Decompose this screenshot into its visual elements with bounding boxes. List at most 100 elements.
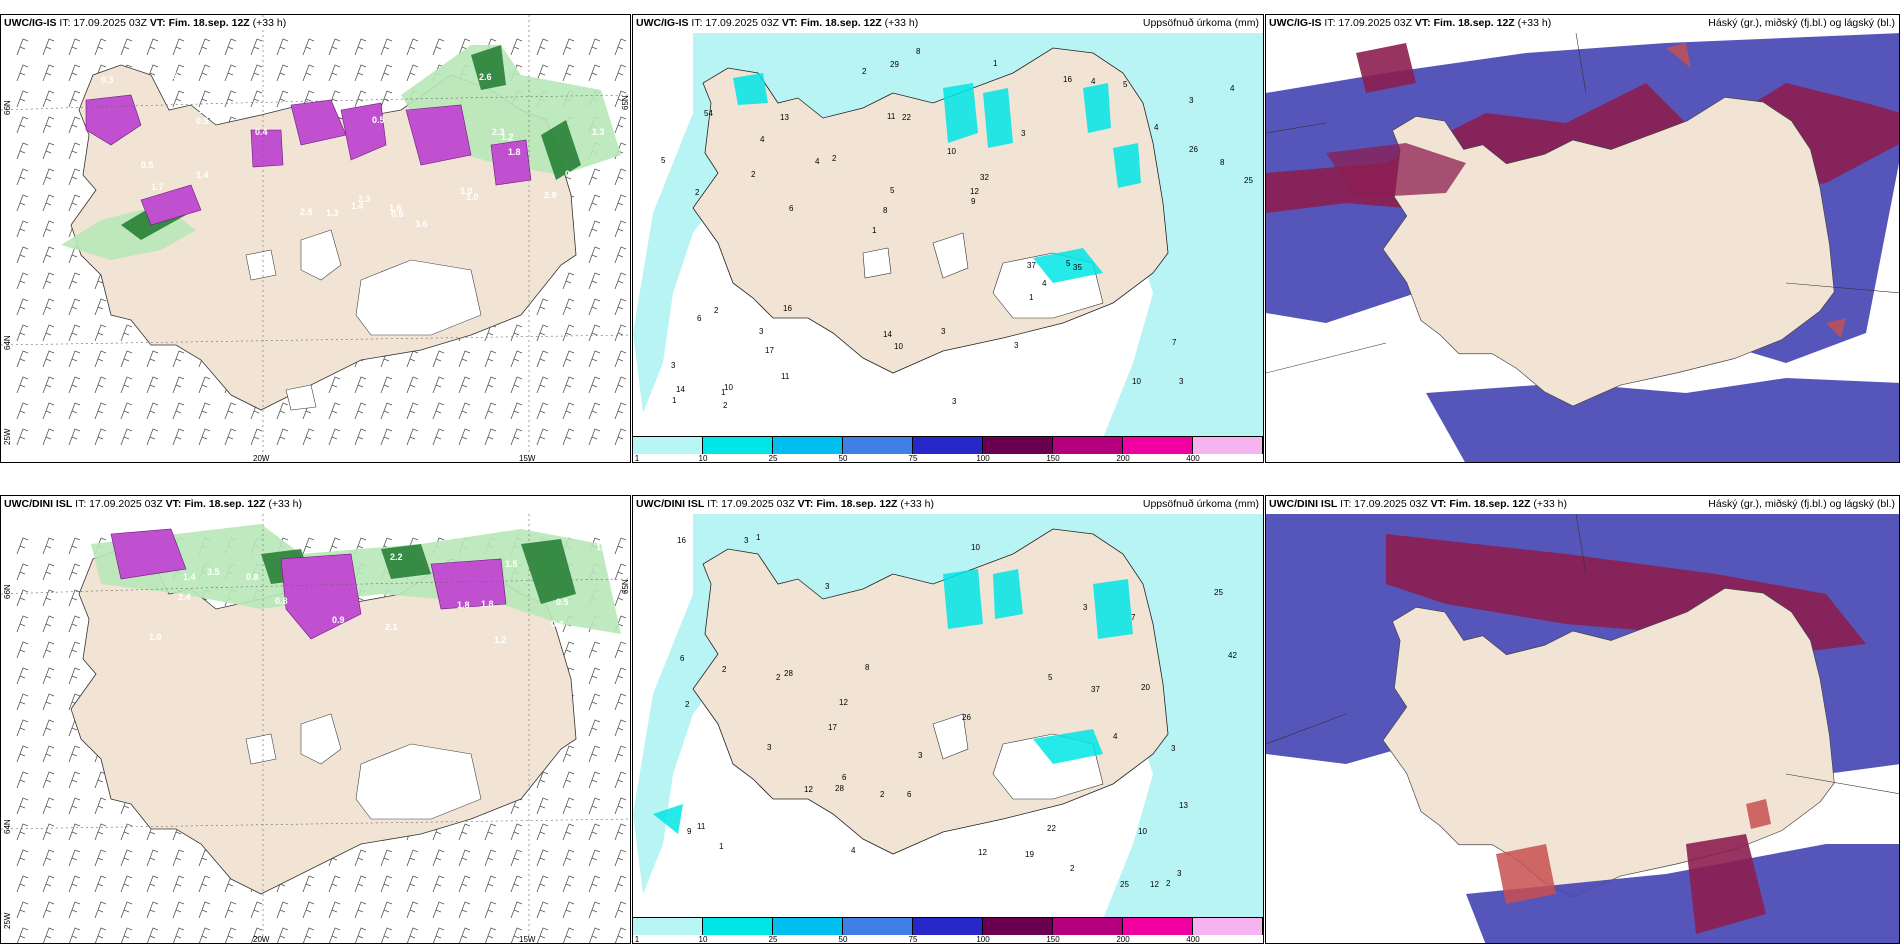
temp-value-label: 1.0 bbox=[466, 192, 479, 202]
precip-value-label: 19 bbox=[1025, 850, 1034, 859]
wind-barb bbox=[68, 142, 81, 160]
panel-header: UWC/IG-IS IT: 17.09.2025 03Z VT: Fim. 18… bbox=[4, 17, 287, 29]
wind-barb bbox=[172, 64, 185, 82]
wind-barb bbox=[146, 875, 159, 893]
wind-barb bbox=[380, 428, 393, 446]
colorbar-tick-label: 25 bbox=[768, 935, 778, 944]
wind-barb bbox=[406, 875, 419, 893]
colorbar-swatch bbox=[1053, 437, 1123, 454]
precip-value-label: 25 bbox=[1214, 588, 1223, 597]
precip-value-label: 1 bbox=[719, 842, 724, 851]
wind-barb bbox=[614, 350, 627, 368]
precip-value-label: 4 bbox=[1113, 732, 1118, 741]
lat65-label: 65N bbox=[621, 95, 630, 110]
colorbar-swatch bbox=[633, 437, 703, 454]
wind-barb bbox=[328, 537, 341, 555]
precip-value-label: 2 bbox=[862, 67, 867, 76]
wind-barb bbox=[406, 376, 419, 394]
colorbar-tick-label: 400 bbox=[1186, 454, 1200, 463]
temp-value-label: 1.0 bbox=[149, 632, 162, 642]
wind-barb bbox=[328, 428, 341, 446]
precip-value-label: 37 bbox=[1027, 261, 1036, 270]
wind-barb bbox=[510, 849, 523, 867]
wind-barb bbox=[42, 246, 55, 264]
wind-barb bbox=[276, 901, 289, 919]
wind-barb bbox=[588, 428, 601, 446]
precip-value-label: 5 bbox=[661, 156, 666, 165]
wind-barb bbox=[94, 324, 107, 342]
precip-title: Uppsöfnuð úrkoma (mm) bbox=[1142, 498, 1259, 510]
wind-barb bbox=[536, 402, 549, 420]
wind-barb bbox=[42, 298, 55, 316]
wind-barb bbox=[614, 563, 627, 581]
wind-barb bbox=[458, 376, 471, 394]
temp-value-label: 0.4 bbox=[255, 127, 268, 137]
wind-barb bbox=[120, 402, 133, 420]
wind-barb bbox=[172, 849, 185, 867]
colorbar-tick-label: 400 bbox=[1186, 935, 1200, 944]
wind-barb bbox=[510, 927, 523, 943]
precip-value-label: 29 bbox=[890, 60, 899, 69]
wind-barb bbox=[42, 771, 55, 789]
precip-value-label: 2 bbox=[714, 306, 719, 315]
lead-time: (+33 h) bbox=[1517, 17, 1552, 29]
wind-barb bbox=[484, 402, 497, 420]
precip-value-label: 14 bbox=[676, 385, 685, 394]
wind-barb bbox=[536, 823, 549, 841]
wind-barb bbox=[16, 428, 29, 446]
wind-barb bbox=[16, 797, 29, 815]
wind-barb bbox=[42, 38, 55, 56]
precip-value-label: 25 bbox=[1244, 176, 1253, 185]
colorbar-swatch bbox=[773, 437, 843, 454]
wind-barb bbox=[354, 428, 367, 446]
wind-barb bbox=[68, 272, 81, 290]
wind-barb bbox=[614, 376, 627, 394]
wind-barb bbox=[614, 116, 627, 134]
wind-barb bbox=[536, 797, 549, 815]
temp-value-label: 1.5 bbox=[505, 559, 518, 569]
colorbar-swatch bbox=[633, 918, 703, 935]
precip-value-label: 9 bbox=[971, 197, 976, 206]
wind-barb bbox=[42, 537, 55, 555]
wind-barb bbox=[276, 428, 289, 446]
wind-barb bbox=[614, 589, 627, 607]
wind-barb bbox=[16, 901, 29, 919]
wind-barb bbox=[510, 376, 523, 394]
wind-barb bbox=[42, 589, 55, 607]
wind-barb bbox=[198, 38, 211, 56]
temp-value-label: 0.8 bbox=[275, 596, 288, 606]
colorbar-tick-label: 100 bbox=[976, 454, 990, 463]
wind-barb bbox=[120, 901, 133, 919]
wind-barb bbox=[588, 693, 601, 711]
wind-barb bbox=[588, 168, 601, 186]
precip-value-label: 8 bbox=[1220, 158, 1225, 167]
precip-value-label: 4 bbox=[815, 157, 820, 166]
temp-value-label: 1.6 bbox=[199, 105, 212, 115]
wind-barb bbox=[42, 563, 55, 581]
precip-value-label: 10 bbox=[1132, 377, 1141, 386]
temp-value-label: 1.8 bbox=[508, 147, 521, 157]
precip-value-label: 2 bbox=[776, 673, 781, 682]
wind-barb bbox=[588, 246, 601, 264]
wind-barb bbox=[562, 797, 575, 815]
precip-value-label: 3 bbox=[918, 751, 923, 760]
wind-barb bbox=[354, 376, 367, 394]
colorbar-tick-label: 1 bbox=[634, 454, 640, 463]
temp-value-label: 2.2 bbox=[390, 552, 403, 562]
precip-value-label: 3 bbox=[1171, 744, 1176, 753]
precip-value-label: 2 bbox=[722, 665, 727, 674]
precip-value-label: 16 bbox=[783, 304, 792, 313]
wind-barb bbox=[16, 350, 29, 368]
wind-barb bbox=[302, 875, 315, 893]
lat66-label: 66N bbox=[3, 584, 12, 599]
wind-barb bbox=[42, 901, 55, 919]
wind-barb bbox=[302, 90, 315, 108]
precip-value-label: 2 bbox=[723, 401, 728, 410]
temp-value-label: 0.9 bbox=[332, 615, 345, 625]
wind-barb bbox=[588, 64, 601, 82]
wind-barb bbox=[16, 324, 29, 342]
precip-value-label: 10 bbox=[724, 383, 733, 392]
wind-barb bbox=[68, 927, 81, 943]
wind-barb bbox=[172, 38, 185, 56]
wind-barb bbox=[510, 38, 523, 56]
